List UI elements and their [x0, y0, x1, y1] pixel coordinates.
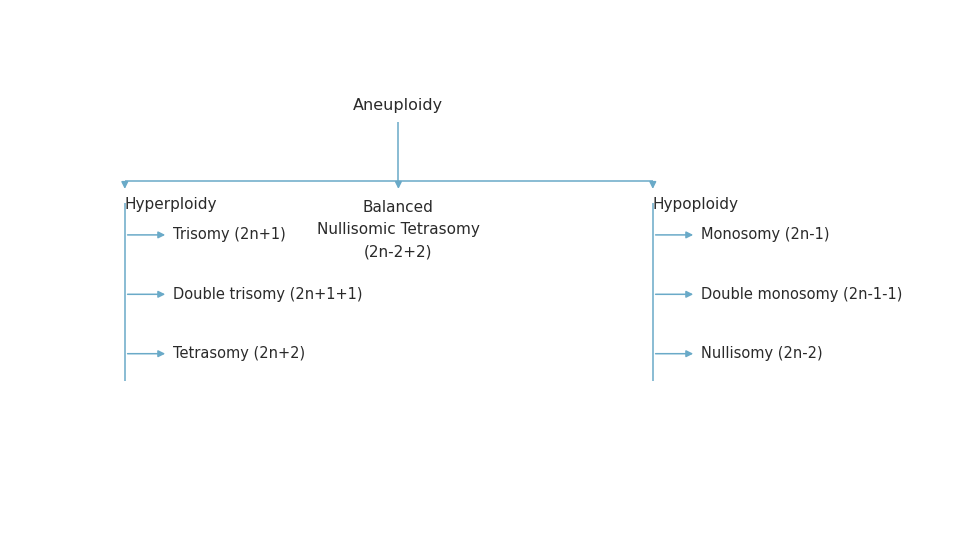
Text: Double monosomy (2n-1-1): Double monosomy (2n-1-1) — [701, 287, 902, 302]
Text: Double trisomy (2n+1+1): Double trisomy (2n+1+1) — [173, 287, 362, 302]
Text: Tetrasomy (2n+2): Tetrasomy (2n+2) — [173, 346, 305, 361]
Text: Balanced
Nullisomic Tetrasomy
(2n-2+2): Balanced Nullisomic Tetrasomy (2n-2+2) — [317, 200, 480, 259]
Text: Hyperploidy: Hyperploidy — [125, 197, 217, 212]
Text: Monosomy (2n-1): Monosomy (2n-1) — [701, 227, 829, 242]
Text: Trisomy (2n+1): Trisomy (2n+1) — [173, 227, 285, 242]
Text: Hypoploidy: Hypoploidy — [653, 197, 739, 212]
Text: Nullisomy (2n-2): Nullisomy (2n-2) — [701, 346, 823, 361]
Text: Aneuploidy: Aneuploidy — [353, 98, 444, 113]
